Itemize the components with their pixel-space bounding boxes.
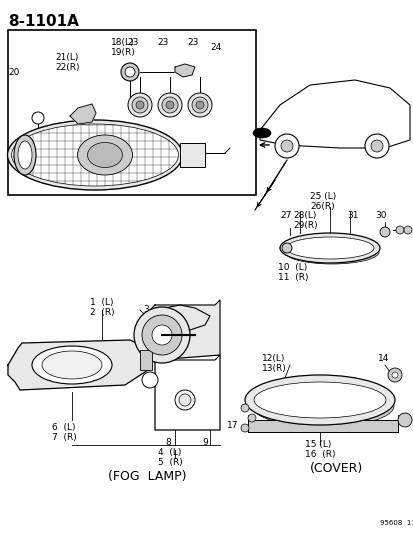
Circle shape <box>379 227 389 237</box>
Circle shape <box>158 93 182 117</box>
Ellipse shape <box>14 135 36 175</box>
Text: 27: 27 <box>279 211 291 220</box>
Text: 31: 31 <box>346 211 358 220</box>
Circle shape <box>403 226 411 234</box>
Ellipse shape <box>244 375 394 425</box>
Text: 6  (L): 6 (L) <box>52 423 75 432</box>
Circle shape <box>387 368 401 382</box>
Bar <box>247 420 397 432</box>
Circle shape <box>132 97 147 113</box>
Text: 11  (R): 11 (R) <box>277 273 308 282</box>
Circle shape <box>161 97 178 113</box>
Text: 9: 9 <box>202 438 207 447</box>
Circle shape <box>152 325 171 345</box>
Polygon shape <box>175 64 195 77</box>
Circle shape <box>195 101 204 109</box>
Text: 14: 14 <box>377 354 389 363</box>
Ellipse shape <box>279 233 379 263</box>
Circle shape <box>32 112 44 124</box>
Circle shape <box>188 93 211 117</box>
Polygon shape <box>70 104 96 124</box>
Polygon shape <box>259 80 409 148</box>
Circle shape <box>395 226 403 234</box>
Polygon shape <box>154 305 209 330</box>
Circle shape <box>274 134 298 158</box>
Polygon shape <box>8 340 150 390</box>
Text: (COVER): (COVER) <box>309 462 362 475</box>
Text: 7  (R): 7 (R) <box>52 433 76 442</box>
Text: 22(R): 22(R) <box>55 63 79 72</box>
Circle shape <box>192 97 207 113</box>
Polygon shape <box>154 355 219 430</box>
Bar <box>180 143 204 167</box>
Circle shape <box>240 404 248 412</box>
Text: 21(L): 21(L) <box>55 53 78 62</box>
Circle shape <box>280 140 292 152</box>
Ellipse shape <box>284 240 378 264</box>
Circle shape <box>178 394 190 406</box>
Ellipse shape <box>7 120 182 190</box>
Circle shape <box>142 315 182 355</box>
Circle shape <box>166 101 173 109</box>
Circle shape <box>370 140 382 152</box>
Text: 3: 3 <box>142 305 148 314</box>
Circle shape <box>121 63 139 81</box>
Text: 4  (L): 4 (L) <box>158 448 181 457</box>
Text: 26(R): 26(R) <box>309 202 334 211</box>
Circle shape <box>391 372 397 378</box>
Text: 24: 24 <box>209 43 221 52</box>
Circle shape <box>134 307 190 363</box>
Text: 23: 23 <box>127 38 138 47</box>
Circle shape <box>247 414 255 422</box>
Ellipse shape <box>254 382 385 418</box>
Ellipse shape <box>32 346 112 384</box>
Circle shape <box>240 424 248 432</box>
Text: 25 (L): 25 (L) <box>309 192 335 201</box>
Circle shape <box>397 413 411 427</box>
Bar <box>140 350 152 370</box>
Text: 18(L): 18(L) <box>111 38 134 47</box>
Text: 20: 20 <box>8 68 19 77</box>
Text: 95608  1101: 95608 1101 <box>379 520 413 526</box>
Text: 8: 8 <box>165 438 170 447</box>
Ellipse shape <box>252 128 271 138</box>
Ellipse shape <box>87 142 122 167</box>
Bar <box>8 30 255 195</box>
Text: 30: 30 <box>374 211 386 220</box>
Text: 16  (R): 16 (R) <box>304 450 335 459</box>
Text: 9: 9 <box>399 413 405 422</box>
Text: 5  (R): 5 (R) <box>158 458 182 467</box>
Circle shape <box>136 101 144 109</box>
Circle shape <box>281 243 291 253</box>
Ellipse shape <box>285 237 373 259</box>
Circle shape <box>364 134 388 158</box>
Text: 2  (R): 2 (R) <box>90 308 114 317</box>
Ellipse shape <box>18 141 32 169</box>
Text: 28(L): 28(L) <box>292 211 316 220</box>
Text: 13(R): 13(R) <box>261 364 286 373</box>
Text: 23: 23 <box>157 38 168 47</box>
Text: 10  (L): 10 (L) <box>277 263 306 272</box>
Circle shape <box>175 390 195 410</box>
Text: 12(L): 12(L) <box>261 354 285 363</box>
Text: 23: 23 <box>187 38 198 47</box>
Polygon shape <box>150 300 219 360</box>
Text: 8-1101A: 8-1101A <box>8 14 79 29</box>
Circle shape <box>142 372 158 388</box>
Text: 29(R): 29(R) <box>292 221 317 230</box>
Text: 17: 17 <box>226 421 237 430</box>
Text: (FOG  LAMP): (FOG LAMP) <box>108 470 186 483</box>
Ellipse shape <box>12 124 178 186</box>
Ellipse shape <box>252 385 393 427</box>
Ellipse shape <box>77 135 132 175</box>
Ellipse shape <box>42 351 102 379</box>
Text: 15 (L): 15 (L) <box>304 440 330 449</box>
Text: 1  (L): 1 (L) <box>90 298 113 307</box>
Text: 19(R): 19(R) <box>111 48 135 57</box>
Circle shape <box>125 67 135 77</box>
Circle shape <box>128 93 152 117</box>
